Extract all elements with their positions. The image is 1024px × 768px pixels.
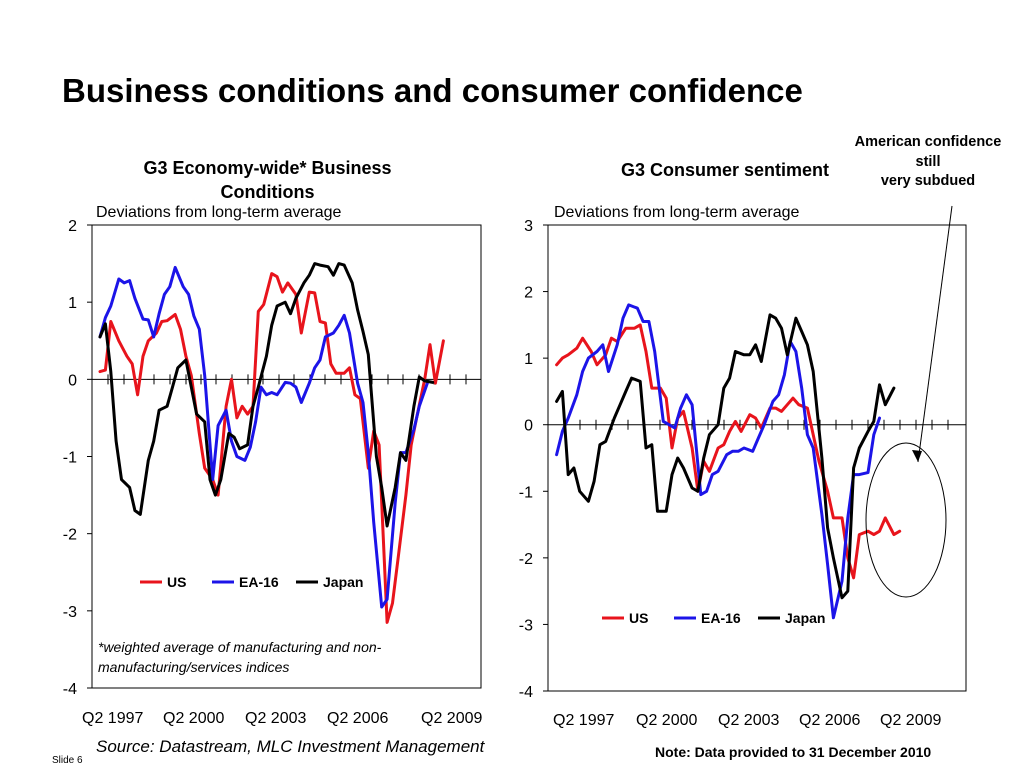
consumer-sentiment-subtitle: Deviations from long-term average [554, 204, 800, 221]
business-footnote-line: *weighted average of manufacturing and n… [98, 639, 382, 655]
slide-number: Slide 6 [52, 755, 83, 766]
callout-line-1: American confidence [854, 134, 1002, 150]
sentiment-y-tick-label: 1 [524, 351, 533, 368]
sentiment-legend-label: Japan [785, 610, 825, 626]
business-y-tick-label: -4 [63, 681, 77, 698]
sentiment-legend-label: US [629, 610, 648, 626]
sentiment-y-tick-label: 0 [524, 418, 533, 435]
sentiment-y-tick-label: -2 [519, 551, 533, 568]
sentiment-y-tick-label: 2 [524, 285, 533, 302]
business-x-tick-label: Q2 2009 [421, 710, 482, 727]
sentiment-y-tick-label: -1 [519, 484, 533, 501]
business-y-tick-label: -1 [63, 450, 77, 467]
callout-line-3: very subdued [880, 173, 976, 189]
business-y-tick-label: 1 [68, 295, 77, 312]
sentiment-y-tick-label: -3 [519, 617, 533, 634]
business-footnote-line: manufacturing/services indices [98, 659, 289, 675]
business-x-tick-label: Q2 2000 [163, 710, 224, 727]
business-y-tick-label: 2 [68, 218, 77, 235]
business-x-tick-label: Q2 1997 [82, 710, 143, 727]
callout-arrowhead [912, 450, 922, 462]
callout-pointer-line [917, 205, 953, 463]
consumer-sentiment-chart-title: G3 Consumer sentiment [620, 160, 830, 180]
business-legend-label: EA-16 [239, 574, 279, 590]
highlight-ellipse [865, 442, 947, 598]
business-series-us-line [98, 272, 445, 624]
business-x-tick-label: Q2 2006 [327, 710, 388, 727]
business-x-tick-label: Q2 2003 [245, 710, 306, 727]
sentiment-plot-frame [547, 224, 967, 692]
sentiment-y-tick-label: -4 [519, 684, 533, 701]
consumer-sentiment-chart: 3 2 1 0 -1 -2 -3 -4 Q2 1997 Q2 2000 Q2 2003 Q2 2006… [519, 218, 967, 729]
business-y-tick-label: 0 [68, 372, 77, 389]
callout-marks [865, 205, 953, 598]
business-legend-label: US [167, 574, 186, 590]
business-series-ea-16-line [98, 265, 429, 609]
sentiment-x-tick-label: Q2 1997 [553, 712, 614, 729]
sentiment-series-us-line [555, 323, 902, 580]
callout-text: American confidence still very subdued [830, 133, 1024, 192]
sentiment-x-tick-label: Q2 2009 [880, 712, 941, 729]
callout-line-2: still [915, 153, 941, 170]
sentiment-legend-label: EA-16 [701, 610, 741, 626]
slide-title: Business conditions and consumer confide… [62, 72, 803, 109]
business-y-tick-label: -2 [63, 527, 77, 544]
business-series-japan-line [98, 262, 435, 528]
business-conditions-chart-title: G3 Economy-wide* Business Conditions [143, 158, 392, 202]
sentiment-series-japan-line [555, 313, 896, 600]
sentiment-series-ea-16-line [555, 303, 881, 620]
business-conditions-subtitle: Deviations from long-term average [96, 204, 342, 221]
business-legend-label: Japan [323, 574, 363, 590]
sentiment-x-tick-label: Q2 2000 [636, 712, 697, 729]
business-conditions-chart: 2 1 0 -1 -2 -3 -4 Q2 1997 Q2 2000 Q2 2003 Q2 2006 Q… [63, 218, 483, 727]
sentiment-y-tick-label: 3 [524, 218, 533, 235]
sentiment-x-tick-label: Q2 2003 [718, 712, 779, 729]
source-text: Source: Datastream, MLC Investment Manag… [96, 737, 485, 756]
data-note: Note: Data provided to 31 December 2010 [655, 744, 932, 760]
sentiment-x-tick-label: Q2 2006 [799, 712, 860, 729]
business-y-tick-label: -3 [63, 604, 77, 621]
